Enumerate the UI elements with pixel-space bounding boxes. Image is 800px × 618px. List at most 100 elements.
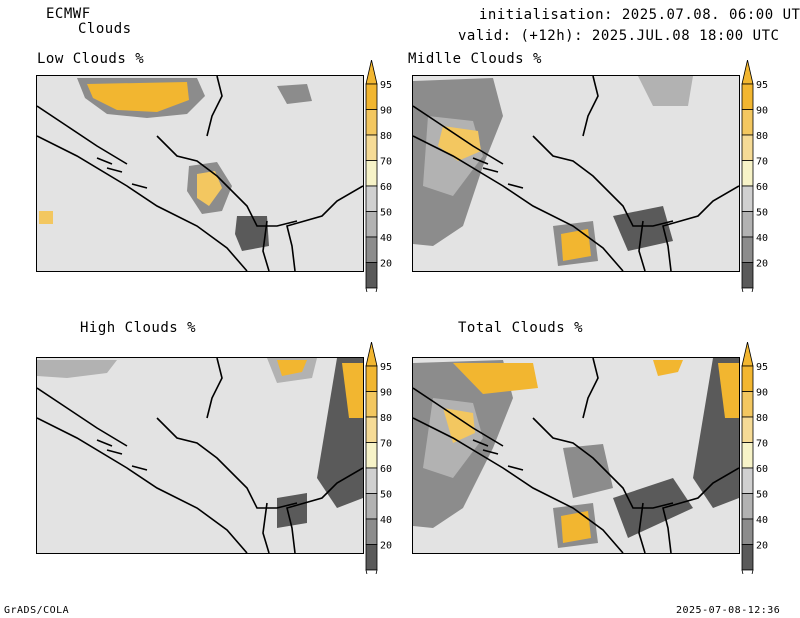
colorbar-segment	[741, 467, 754, 494]
colorbar-tick-label: 60	[756, 182, 768, 193]
panel-title-high: High Clouds %	[80, 320, 197, 336]
colorbar-segment	[741, 185, 754, 212]
colorbar-tick-label: 70	[380, 157, 392, 168]
colorbar-segment	[365, 416, 378, 443]
cloud-field-high	[37, 358, 363, 528]
colorbar-segment	[741, 493, 754, 520]
colorbar-segment	[365, 160, 378, 187]
cloud-field-total	[413, 358, 739, 548]
cloud-field-middle	[413, 76, 693, 266]
colorbar-tick-label: 95	[380, 362, 392, 373]
colorbar-segment	[741, 109, 754, 136]
colorbar-tick-label: 60	[756, 464, 768, 475]
colorbar-tick-label: 40	[380, 233, 392, 244]
colorbar-segment	[365, 134, 378, 161]
colorbar-tick-label: 70	[380, 439, 392, 450]
colorbar-segment	[741, 518, 754, 545]
colorbar-segment	[365, 365, 378, 392]
map-low-clouds-svg	[37, 76, 363, 271]
colorbar-tick-label: 40	[756, 515, 768, 526]
colorbar-top-arrow	[741, 60, 754, 85]
colorbar-middle: 95 90 80 70 60 50 40 20	[740, 60, 784, 292]
colorbar-bottom-arrow	[365, 287, 378, 292]
map-low-clouds	[36, 75, 364, 272]
colorbar-bottom-arrow	[741, 569, 754, 574]
colorbar-segment	[365, 442, 378, 469]
colorbar-segment	[365, 467, 378, 494]
borders-middle	[413, 76, 739, 271]
colorbar-total: 95 90 80 70 60 50 40 20	[740, 342, 784, 574]
colorbar-svg: 95 90 80 70 60 50 40 20	[741, 342, 768, 574]
colorbar-segment	[365, 544, 378, 571]
borders-high	[37, 358, 363, 553]
map-total-clouds	[412, 357, 740, 554]
footer-left-label: GrADS/COLA	[4, 605, 70, 616]
colorbar-segment	[741, 211, 754, 238]
colorbar-tick-label: 70	[756, 157, 768, 168]
colorbar-tick-label: 40	[380, 515, 392, 526]
colorbar-high: 95 90 80 70 60 50 40 20	[364, 342, 408, 574]
colorbar-segment	[365, 236, 378, 263]
colorbar-top-arrow	[365, 60, 378, 85]
colorbar-tick-label: 90	[756, 388, 768, 399]
colorbar-tick-label: 60	[380, 182, 392, 193]
colorbar-tick-label: 40	[756, 233, 768, 244]
panel-title-total: Total Clouds %	[458, 320, 584, 336]
colorbar-segment	[365, 211, 378, 238]
colorbar-tick-label: 50	[380, 208, 392, 219]
colorbar-tick-label: 80	[756, 131, 768, 142]
colorbar-tick-label: 20	[380, 259, 392, 270]
panel-title-low: Low Clouds %	[37, 51, 145, 67]
colorbar-top-arrow	[741, 342, 754, 367]
colorbar-segment	[365, 185, 378, 212]
colorbar-svg: 95 90 80 70 60 50 40 20	[365, 342, 392, 574]
colorbar-segment	[741, 236, 754, 263]
colorbar-segment	[741, 83, 754, 110]
model-label: ECMWF	[46, 6, 91, 22]
colorbar-segment	[741, 134, 754, 161]
colorbar-bottom-arrow	[741, 287, 754, 292]
colorbar-tick-label: 20	[380, 541, 392, 552]
map-high-clouds-svg	[37, 358, 363, 553]
colorbar-tick-label: 80	[756, 413, 768, 424]
colorbar-tick-label: 80	[380, 131, 392, 142]
colorbar-tick-label: 95	[756, 362, 768, 373]
colorbar-tick-label: 95	[380, 80, 392, 91]
init-time-label: initialisation: 2025.07.08. 06:00 UTC	[479, 7, 800, 23]
colorbar-segment	[365, 262, 378, 289]
cloud-field-low	[39, 78, 312, 251]
colorbar-tick-label: 20	[756, 541, 768, 552]
colorbar-segment	[741, 262, 754, 289]
valid-time-label: valid: (+12h): 2025.JUL.08 18:00 UTC	[458, 28, 780, 44]
borders-total	[413, 358, 739, 553]
colorbar-tick-label: 20	[756, 259, 768, 270]
product-label: Clouds	[78, 21, 132, 37]
colorbar-segment	[365, 109, 378, 136]
borders-low	[37, 76, 363, 271]
colorbar-tick-label: 90	[756, 106, 768, 117]
colorbar-tick-label: 60	[380, 464, 392, 475]
colorbar-tick-label: 50	[756, 490, 768, 501]
map-middle-clouds	[412, 75, 740, 272]
colorbar-tick-label: 95	[756, 80, 768, 91]
colorbar-tick-label: 90	[380, 388, 392, 399]
colorbar-segment	[365, 83, 378, 110]
colorbar-bottom-arrow	[365, 569, 378, 574]
colorbar-segment	[741, 160, 754, 187]
colorbar-segment	[365, 391, 378, 418]
colorbar-tick-label: 50	[756, 208, 768, 219]
colorbar-tick-label: 70	[756, 439, 768, 450]
footer-right-label: 2025-07-08-12:36	[676, 605, 781, 616]
colorbar-segment	[365, 518, 378, 545]
colorbar-tick-label: 50	[380, 490, 392, 501]
colorbar-top-arrow	[365, 342, 378, 367]
colorbar-segment	[741, 544, 754, 571]
map-high-clouds	[36, 357, 364, 554]
map-middle-clouds-svg	[413, 76, 739, 271]
panel-title-middle: Midlle Clouds %	[408, 51, 542, 67]
colorbar-segment	[741, 416, 754, 443]
colorbar-low: 95 90 80 70 60 50 40 20	[364, 60, 408, 292]
colorbar-svg: 95 90 80 70 60 50 40 20	[365, 60, 392, 292]
colorbar-tick-label: 80	[380, 413, 392, 424]
colorbar-segment	[741, 391, 754, 418]
